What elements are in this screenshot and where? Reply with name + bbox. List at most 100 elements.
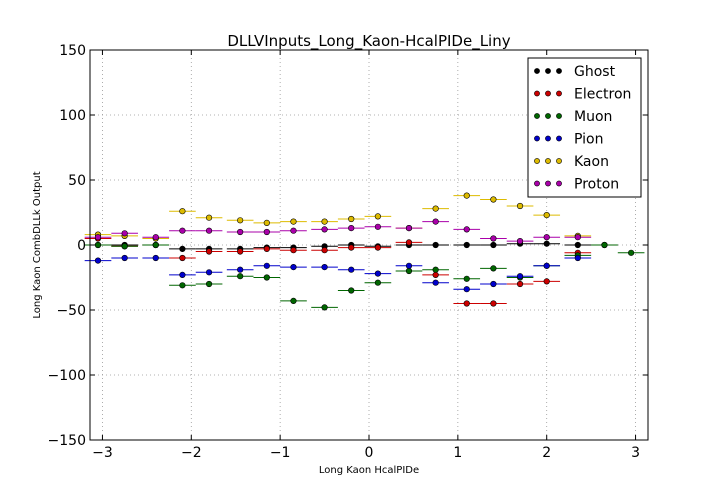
- x-tick-label: −2: [181, 445, 202, 461]
- y-axis-label: Long Kaon CombDLLk Output: [32, 171, 43, 318]
- data-point: [574, 254, 581, 262]
- y-tick-label: 150: [59, 43, 86, 59]
- data-point: [152, 234, 159, 241]
- data-point: [321, 226, 328, 233]
- data-point: [205, 214, 213, 221]
- data-point: [121, 243, 128, 250]
- legend-box: [527, 57, 642, 198]
- legend-entry-electron: Electron: [534, 87, 631, 103]
- x-tick-label: 1: [453, 445, 462, 461]
- y-tick-label: −150: [48, 433, 86, 449]
- data-point: [179, 245, 186, 252]
- data-point: [432, 279, 439, 286]
- data-point: [463, 300, 470, 307]
- data-point: [179, 254, 186, 262]
- y-tick-label: 50: [68, 173, 86, 189]
- legend-entry-proton: Proton: [534, 177, 619, 193]
- axes: −3 −2 −1 0 1 2 3 −150 −100 −50 0 50 100 150: [48, 43, 648, 461]
- x-tick-label: −1: [270, 445, 291, 461]
- data-point: [321, 218, 328, 225]
- data-point: [543, 262, 550, 269]
- legend-marker: [534, 158, 540, 164]
- y-tick-label: −100: [48, 368, 86, 384]
- data-point: [432, 271, 439, 279]
- x-tick-label: 2: [542, 445, 551, 461]
- data-point: [374, 223, 381, 230]
- data-point: [205, 269, 213, 276]
- data-point: [94, 257, 102, 264]
- data-point: [263, 262, 270, 269]
- data-point: [432, 241, 439, 249]
- data-point: [405, 225, 413, 232]
- legend-marker: [556, 68, 562, 74]
- legend: Ghost Electron Muon Pion Kaon Proton: [527, 57, 642, 198]
- legend-marker: [534, 90, 540, 97]
- legend-marker: [545, 90, 551, 97]
- data-point: [432, 266, 439, 273]
- data-point: [543, 278, 550, 285]
- data-point: [374, 213, 381, 220]
- data-point: [205, 248, 213, 255]
- data-point: [543, 212, 550, 219]
- data-point: [374, 279, 381, 286]
- legend-marker: [545, 180, 551, 187]
- legend-label: Muon: [574, 109, 612, 125]
- data-point: [263, 219, 270, 226]
- legend-marker: [545, 158, 551, 164]
- legend-marker: [556, 90, 562, 97]
- y-tick-label: 100: [59, 108, 86, 124]
- legend-marker: [534, 68, 540, 74]
- data-point: [94, 241, 102, 249]
- data-point: [237, 248, 244, 255]
- data-point: [543, 234, 550, 241]
- data-point: [179, 271, 186, 279]
- data-point: [179, 282, 186, 289]
- data-point: [543, 240, 550, 247]
- series-proton: [84, 218, 592, 245]
- legend-label: Kaon: [574, 154, 609, 170]
- data-point: [152, 254, 159, 262]
- data-point: [490, 241, 497, 249]
- data-point: [237, 228, 244, 236]
- data-point: [348, 244, 355, 251]
- data-point: [348, 215, 355, 223]
- legend-marker: [534, 180, 540, 187]
- data-point: [463, 275, 470, 282]
- data-point: [237, 217, 244, 224]
- data-point: [374, 244, 381, 251]
- y-tick-label: −50: [56, 303, 86, 319]
- data-point: [348, 266, 355, 273]
- y-tick-label: 0: [77, 238, 86, 254]
- data-point: [290, 247, 297, 254]
- data-point: [490, 235, 497, 242]
- data-point: [516, 280, 524, 288]
- data-point: [432, 218, 439, 225]
- data-point: [290, 227, 297, 234]
- legend-label: Pion: [574, 132, 603, 148]
- data-point: [516, 238, 524, 245]
- data-point: [574, 241, 581, 249]
- data-point: [490, 300, 497, 307]
- x-axis-label: Long Kaon HcalPIDe: [319, 465, 419, 476]
- data-point: [490, 196, 497, 203]
- data-point: [405, 267, 413, 275]
- grid: [90, 49, 648, 441]
- data-point: [516, 273, 524, 280]
- data-point: [601, 241, 608, 249]
- data-point: [290, 218, 297, 225]
- legend-entry-ghost: Ghost: [534, 64, 616, 80]
- data-point: [432, 205, 439, 212]
- data-point: [263, 274, 270, 281]
- data-point: [237, 273, 244, 280]
- data-point: [205, 227, 213, 234]
- data-point: [121, 230, 128, 237]
- chart-title: DLLVInputs_Long_Kaon-HcalPIDe_Liny: [227, 32, 510, 51]
- data-point: [205, 280, 213, 288]
- legend-label: Electron: [574, 87, 631, 103]
- data-point: [321, 304, 328, 311]
- x-tick-label: 3: [631, 445, 640, 461]
- data-point: [490, 280, 497, 288]
- legend-marker: [534, 135, 540, 142]
- legend-marker: [556, 180, 562, 187]
